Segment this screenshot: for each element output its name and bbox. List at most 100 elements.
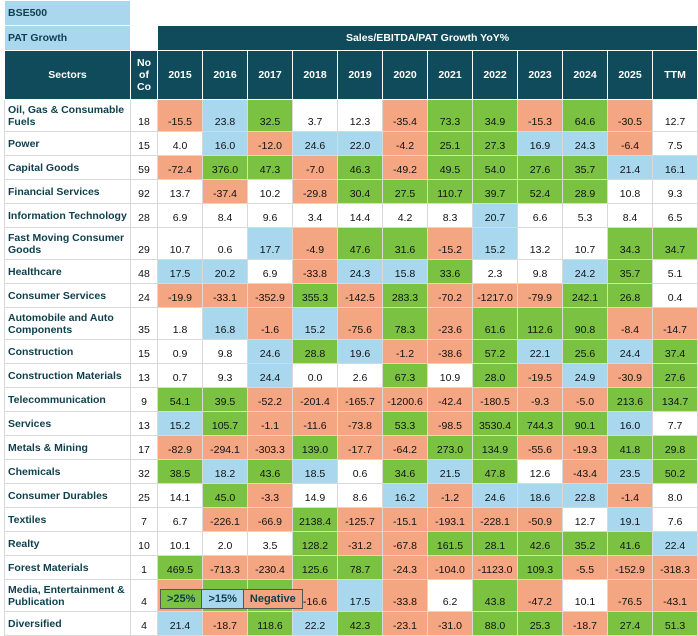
column-header: 2021 [427, 50, 473, 100]
growth-value: 2.3 [472, 259, 518, 284]
title-row: BSE500 [4, 0, 698, 26]
growth-value: -31.0 [427, 611, 473, 636]
growth-value: -193.1 [427, 507, 473, 532]
growth-value: 7.7 [651, 411, 698, 436]
growth-value: 54.1 [157, 387, 203, 412]
growth-value: 39.7 [472, 179, 518, 204]
growth-value: 27.6 [651, 363, 698, 388]
growth-value: -165.7 [337, 387, 383, 412]
growth-value: 25.6 [562, 339, 608, 364]
growth-value: 20.2 [202, 259, 248, 284]
growth-value: -18.7 [562, 611, 608, 636]
growth-value: 0.4 [651, 283, 698, 308]
growth-value: 1.8 [157, 307, 203, 340]
company-count: 32 [130, 459, 158, 484]
growth-value: 10.9 [427, 363, 473, 388]
growth-value: 112.6 [517, 307, 563, 340]
growth-value: -79.9 [517, 283, 563, 308]
growth-value: 12.7 [651, 99, 698, 132]
growth-value: -15.2 [427, 227, 473, 260]
sector-name: Telecommunication [4, 387, 131, 412]
growth-value: 6.9 [157, 203, 203, 228]
growth-value: 2.0 [202, 531, 248, 556]
column-header: 2023 [517, 50, 563, 100]
growth-value: 38.5 [157, 459, 203, 484]
growth-value: -43.1 [651, 579, 698, 612]
table-row: Automobile and Auto Components 35 1.8 16.8-… [4, 307, 698, 340]
growth-value: 9.3 [651, 179, 698, 204]
growth-value: 24.4 [247, 363, 293, 388]
table-row: Realty 10 10.1 2.0 3.5 128.2 -31.2 -67.8 161.5 28… [4, 531, 698, 556]
growth-value: 6.5 [651, 203, 698, 228]
company-count: 28 [130, 203, 158, 228]
company-count: 25 [130, 483, 158, 508]
growth-value: -713.3 [202, 555, 248, 580]
legend-item: >15% [201, 589, 244, 609]
company-count: 18 [130, 99, 158, 132]
growth-value: -66.9 [247, 507, 293, 532]
growth-value: -5.0 [562, 387, 608, 412]
growth-value: -19.3 [562, 435, 608, 460]
growth-value: 10.8 [607, 179, 653, 204]
growth-value: -35.4 [382, 99, 428, 132]
growth-value: 118.6 [247, 611, 293, 636]
growth-value: -142.5 [337, 283, 383, 308]
growth-value: -17.7 [337, 435, 383, 460]
growth-value: 49.5 [427, 155, 473, 180]
growth-value: 14.1 [157, 483, 203, 508]
growth-value: 24.6 [472, 483, 518, 508]
growth-value: 10.1 [157, 531, 203, 556]
growth-value: 24.3 [337, 259, 383, 284]
company-count: 29 [130, 227, 158, 260]
growth-value: 29.8 [651, 435, 698, 460]
growth-value: 20.7 [472, 203, 518, 228]
growth-value: 41.8 [607, 435, 653, 460]
growth-value: 744.3 [517, 411, 563, 436]
growth-value: -15.1 [382, 507, 428, 532]
growth-value: -38.6 [427, 339, 473, 364]
growth-value: 57.2 [472, 339, 518, 364]
sector-name: Media, Entertainment & Publication [4, 579, 131, 612]
growth-value: -352.9 [247, 283, 293, 308]
growth-value: 6.7 [157, 507, 203, 532]
growth-value: 25.3 [517, 611, 563, 636]
growth-value: 17.7 [247, 227, 293, 260]
growth-value: 27.4 [607, 611, 653, 636]
growth-value: 16.0 [607, 411, 653, 436]
growth-value: 13.2 [517, 227, 563, 260]
growth-value: -30.9 [607, 363, 653, 388]
company-count: 17 [130, 435, 158, 460]
growth-value: 134.9 [472, 435, 518, 460]
growth-value: 51.3 [651, 611, 698, 636]
growth-value: 42.3 [337, 611, 383, 636]
growth-value: -72.4 [157, 155, 203, 180]
growth-value: -6.4 [607, 131, 653, 156]
growth-value: 8.0 [651, 483, 698, 508]
growth-value: -4.9 [292, 227, 338, 260]
growth-value: 22.4 [651, 531, 698, 556]
growth-value: 39.5 [202, 387, 248, 412]
growth-value: 139.0 [292, 435, 338, 460]
growth-value: -76.5 [607, 579, 653, 612]
table-row: Metals & Mining 17 -82.9 -294.1 -303.3 139.0-… [4, 435, 698, 460]
growth-value: 376.0 [202, 155, 248, 180]
subtitle-row: PAT Growth Sales/EBITDA/PAT Growth YoY% [4, 25, 698, 51]
growth-value: 32.5 [247, 99, 293, 132]
growth-value: -104.0 [427, 555, 473, 580]
growth-value: -318.3 [651, 555, 698, 580]
growth-value: 67.3 [382, 363, 428, 388]
growth-value: 14.4 [337, 203, 383, 228]
growth-value: 161.5 [427, 531, 473, 556]
growth-value: 26.8 [607, 283, 653, 308]
sector-name: Metals & Mining [4, 435, 131, 460]
growth-value: 22.2 [292, 611, 338, 636]
sector-name: Healthcare [4, 259, 131, 284]
blank [130, 25, 158, 51]
table-row: Chemicals 32 38.5 18.2 43.6 18.5 0.6 34.6 21.5 47… [4, 459, 698, 484]
growth-value: -47.2 [517, 579, 563, 612]
growth-value: 2.6 [337, 363, 383, 388]
growth-value: 9.8 [517, 259, 563, 284]
growth-value: 17.5 [337, 579, 383, 612]
growth-value: 12.6 [517, 459, 563, 484]
growth-value: -30.5 [607, 99, 653, 132]
